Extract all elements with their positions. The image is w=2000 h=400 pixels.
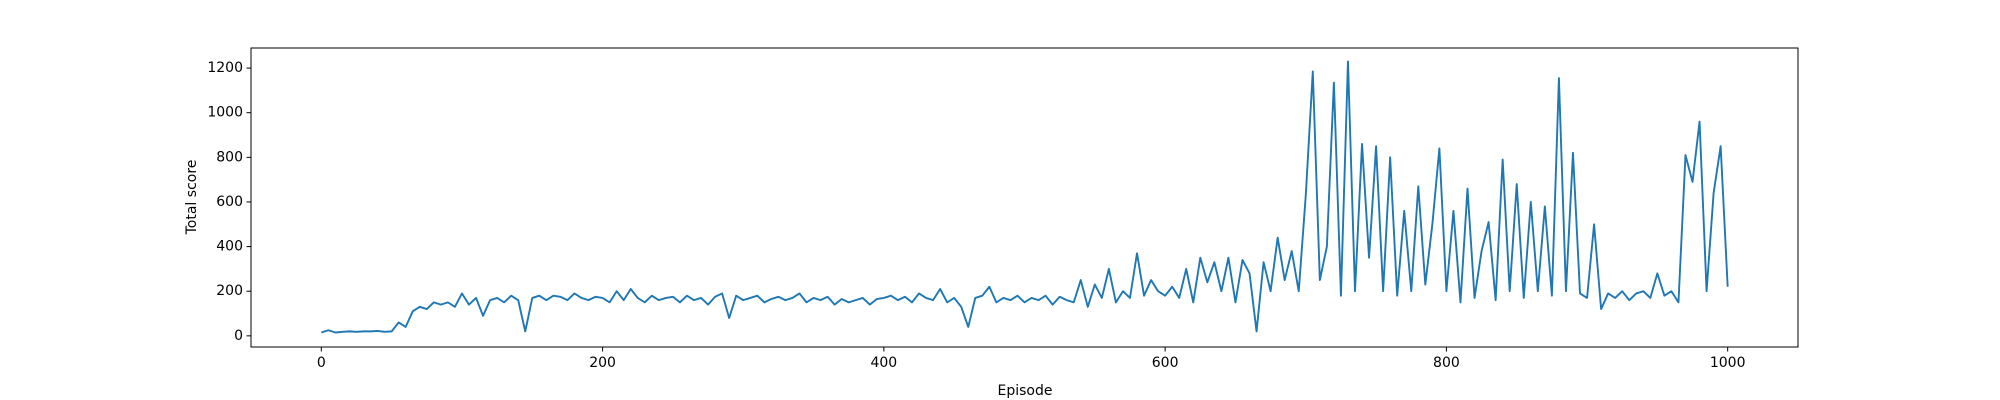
y-tick-label: 200 — [216, 283, 243, 299]
x-tick-label: 400 — [870, 355, 897, 371]
x-tick-label: 0 — [317, 355, 326, 371]
x-tick-label: 600 — [1152, 355, 1179, 371]
x-tick-label: 200 — [589, 355, 616, 371]
y-tick-label: 600 — [216, 194, 243, 210]
y-tick-label: 400 — [216, 239, 243, 255]
data-line — [321, 60, 1729, 334]
x-tick-label: 1000 — [1710, 355, 1746, 371]
x-axis-label: Episode — [998, 383, 1053, 399]
y-axis-label: Total score — [184, 160, 200, 236]
y-tick-label: 0 — [234, 328, 243, 344]
y-tick-label: 800 — [216, 149, 243, 165]
y-tick-label: 1200 — [207, 60, 243, 76]
y-tick-label: 1000 — [207, 105, 243, 121]
x-tick-label: 800 — [1433, 355, 1460, 371]
plot-frame — [250, 47, 1799, 348]
